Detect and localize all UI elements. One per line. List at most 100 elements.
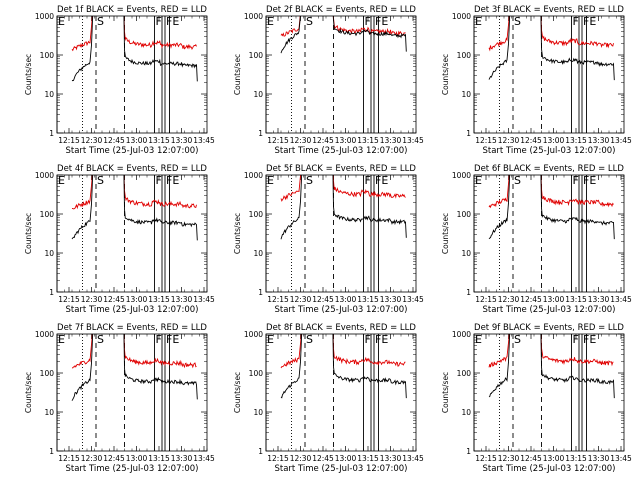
x-axis-label: Start Time (25-Jul-03 12:07:00) (483, 305, 616, 315)
x-tick-label: 13:45 (193, 295, 215, 304)
lld-series-line (71, 16, 197, 52)
x-tick-label: 13:00 (126, 136, 148, 145)
marker-label: E (475, 333, 482, 346)
x-tick-label: 13:00 (335, 136, 357, 145)
panel-det-2: Det 2f BLACK = Events, RED = LLD Counts/s… (233, 5, 424, 156)
x-axis-label: Start Time (25-Jul-03 12:07:00) (66, 305, 199, 315)
events-series-line (280, 334, 407, 399)
y-tick-label: 1 (258, 288, 263, 297)
x-tick-label: 12:45 (103, 295, 125, 304)
marker-label: S (514, 174, 521, 187)
events-series-line (71, 16, 198, 82)
x-tick-label: 13:15 (565, 295, 587, 304)
x-tick-label: 13:00 (543, 136, 565, 145)
marker-label: E (58, 333, 65, 346)
y-tick-label: 1 (49, 129, 54, 138)
x-tick-label: 12:30 (290, 454, 312, 463)
events-series-line (488, 175, 615, 240)
panel-det-8: Det 8f BLACK = Events, RED = LLD Counts/s… (233, 323, 424, 474)
marker-label: E (267, 174, 274, 187)
marker-label: F (365, 15, 371, 28)
x-tick-label: 12:45 (103, 136, 125, 145)
y-axis-label: Counts/sec (233, 213, 242, 254)
panel-det-1: Det 1f BLACK = Events, RED = LLD Counts/s… (24, 5, 215, 156)
series-group (280, 175, 407, 240)
plot-frame (265, 174, 417, 293)
plot-frame (56, 15, 208, 134)
marker-label: F (573, 333, 579, 346)
y-axis-label: Counts/sec (233, 372, 242, 413)
x-tick-label: 13:45 (402, 295, 424, 304)
y-tick-label: 100 (457, 210, 472, 219)
lld-series-line (71, 175, 197, 210)
y-tick-label: 10 (461, 90, 471, 99)
y-tick-label: 1000 (35, 12, 54, 21)
events-series-line (280, 16, 407, 54)
plot-frame (473, 174, 625, 293)
y-tick-label: 1 (49, 447, 54, 456)
marker-label: FE (375, 15, 388, 28)
x-tick-label: 13:30 (588, 454, 610, 463)
x-tick-label: 13:30 (171, 295, 193, 304)
y-tick-label: 10 (461, 249, 471, 258)
x-tick-label: 12:30 (498, 454, 520, 463)
y-tick-label: 1000 (452, 171, 471, 180)
marker-label: F (573, 174, 579, 187)
lld-series-line (280, 175, 406, 202)
x-tick-label: 12:30 (290, 136, 312, 145)
y-tick-label: 1 (258, 129, 263, 138)
lld-series-line (280, 16, 406, 37)
marker-label: FE (583, 15, 596, 28)
x-axis-label: Start Time (25-Jul-03 12:07:00) (483, 146, 616, 156)
x-tick-label: 13:45 (193, 136, 215, 145)
lld-series-line (488, 175, 614, 209)
series-group (280, 16, 407, 54)
marker-label: S (97, 174, 104, 187)
series-group (71, 175, 198, 241)
x-tick-label: 12:30 (81, 136, 103, 145)
marker-label: F (365, 333, 371, 346)
y-tick-label: 10 (253, 90, 263, 99)
marker-label: E (475, 174, 482, 187)
marker-label: E (267, 333, 274, 346)
marker-label: E (267, 15, 274, 28)
y-tick-label: 1 (258, 447, 263, 456)
x-axis-label: Start Time (25-Jul-03 12:07:00) (66, 464, 199, 474)
y-tick-label: 10 (253, 249, 263, 258)
x-tick-label: 13:45 (402, 454, 424, 463)
y-tick-label: 1000 (244, 12, 263, 21)
marker-label: E (475, 15, 482, 28)
plot-frame (265, 333, 417, 452)
x-tick-label: 13:15 (148, 295, 170, 304)
y-tick-label: 100 (249, 369, 264, 378)
x-tick-label: 12:45 (312, 136, 334, 145)
x-tick-label: 12:45 (312, 454, 334, 463)
y-tick-label: 1 (466, 447, 471, 456)
panel-det-9: Det 9f BLACK = Events, RED = LLD Counts/s… (441, 323, 632, 474)
x-tick-label: 13:30 (588, 136, 610, 145)
x-tick-label: 13:45 (610, 295, 632, 304)
panel-det-5: Det 5f BLACK = Events, RED = LLD Counts/s… (233, 164, 424, 315)
y-axis-label: Counts/sec (441, 54, 450, 95)
y-tick-label: 10 (44, 90, 54, 99)
panel-title: Det 8f BLACK = Events, RED = LLD (266, 323, 416, 333)
x-tick-label: 13:00 (126, 454, 148, 463)
y-tick-label: 100 (249, 210, 264, 219)
x-tick-label: 13:30 (171, 454, 193, 463)
marker-label: F (156, 15, 162, 28)
y-tick-label: 1 (466, 288, 471, 297)
x-tick-label: 13:00 (335, 295, 357, 304)
y-tick-label: 100 (40, 210, 55, 219)
y-tick-label: 100 (457, 51, 472, 60)
panel-title: Det 1f BLACK = Events, RED = LLD (57, 5, 207, 15)
series-group (280, 334, 407, 399)
y-axis-label: Counts/sec (441, 372, 450, 413)
y-tick-label: 1 (466, 129, 471, 138)
series-group (71, 334, 198, 401)
y-axis-label: Counts/sec (24, 213, 33, 254)
x-tick-label: 13:15 (148, 136, 170, 145)
events-series-line (71, 334, 198, 401)
y-tick-label: 1000 (244, 171, 263, 180)
y-tick-label: 1000 (452, 330, 471, 339)
